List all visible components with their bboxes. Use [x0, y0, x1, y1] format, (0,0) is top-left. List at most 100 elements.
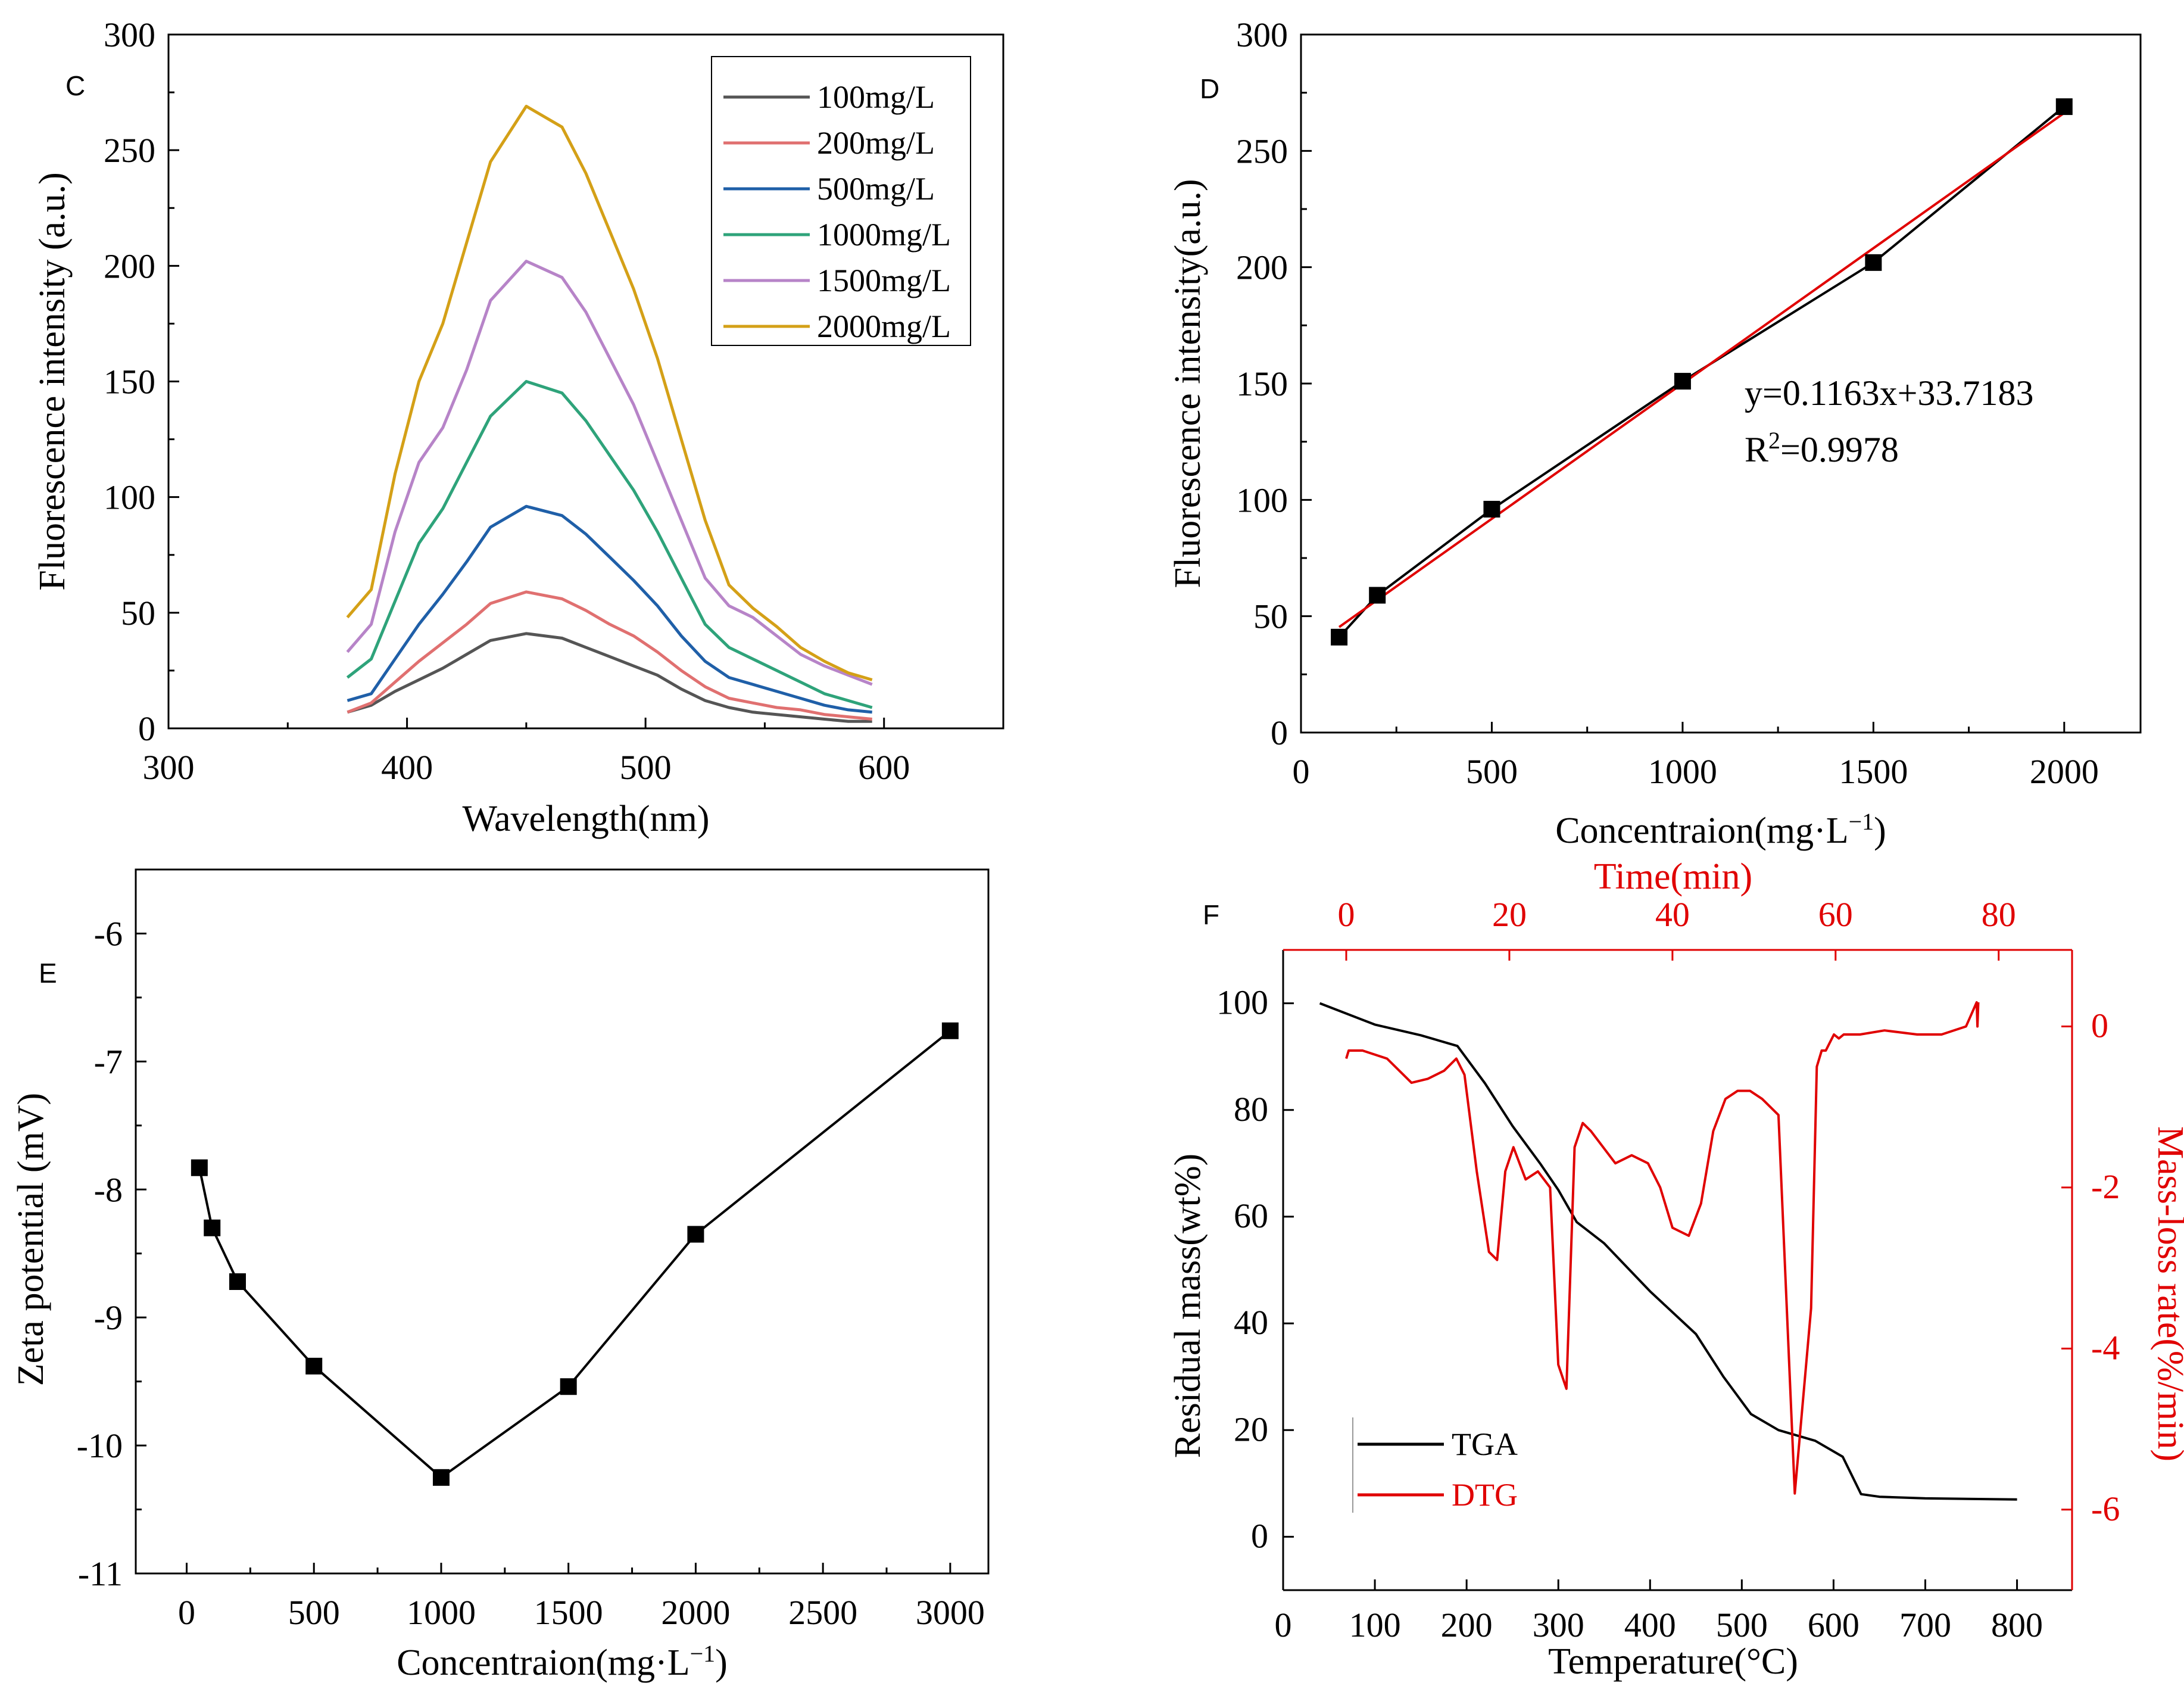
- panel-e-ytick-label: -6: [94, 914, 123, 953]
- panel-f-ytick-label: 80: [1234, 1090, 1268, 1129]
- panel-d-fit-equation: y=0.1163x+33.7183: [1745, 373, 2033, 413]
- panel-c-xtick-label: 400: [381, 748, 433, 787]
- panel-d-xlabel-tail: ): [1874, 811, 1886, 851]
- panel-e-ytick-label: -9: [94, 1298, 123, 1337]
- panel-d-ytick-label: 0: [1271, 713, 1288, 752]
- panel-d-data-line: [1338, 105, 2066, 638]
- panel-f-x2tick-label: 40: [1655, 895, 1690, 934]
- panel-e-xlabel: Concentraion(mg·L−1): [397, 1640, 728, 1684]
- panel-c-legend: 100mg/L 200mg/L 500mg/L 1000mg/L 1500mg/L 200…: [711, 56, 971, 346]
- panel-d-letter: D: [1200, 73, 1219, 104]
- panel-e-data-point: [560, 1378, 577, 1395]
- panel-e-xtick-label: 0: [178, 1593, 195, 1632]
- panel-c-legend-label-2: 500mg/L: [817, 171, 935, 207]
- panel-c-ytick-label: 0: [138, 709, 155, 748]
- panel-f-ytick-label: 20: [1234, 1410, 1268, 1448]
- panel-d-data-point: [1369, 587, 1386, 604]
- panel-c-series-5: [346, 104, 873, 681]
- panel-f-dtg-line: [1345, 1001, 1980, 1495]
- panel-e-ytick-label: -8: [94, 1170, 123, 1209]
- panel-c-ytick-label: 250: [104, 131, 155, 170]
- panel-e-xtick-label: 1000: [407, 1593, 476, 1632]
- panel-c-ytick-label: 50: [121, 594, 155, 632]
- panel-d-xlabel-sup: −1: [1849, 808, 1874, 835]
- panel-c-legend-label-4: 1500mg/L: [817, 263, 951, 298]
- panel-c-ytick-label: 100: [104, 478, 155, 517]
- panel-c-legend-label-5: 2000mg/L: [817, 308, 951, 344]
- panel-f-y2label: Mass-loss rate(%/min): [2150, 1126, 2184, 1461]
- panel-d-data-point: [1483, 500, 1500, 518]
- panel-e-xtick-label: 2000: [661, 1593, 730, 1632]
- panel-c-legend-label-3: 1000mg/L: [817, 217, 951, 253]
- panel-d-data-point: [2055, 98, 2073, 116]
- panel-d-data-point: [1865, 254, 1882, 271]
- panel-e-xtick-label: 3000: [916, 1593, 985, 1632]
- panel-f-xtick-label: 100: [1349, 1606, 1401, 1644]
- panel-c-ytick-label: 300: [104, 15, 155, 54]
- panel-e-data-line: [198, 1030, 951, 1479]
- panel-e-frame: [135, 868, 990, 1575]
- panel-c-xtick-label: 300: [143, 748, 195, 787]
- panel-f-x2label: Time(min): [1594, 856, 1752, 897]
- panel-c-legend-label-1: 200mg/L: [817, 125, 935, 161]
- panel-f-xtick-label: 200: [1441, 1606, 1493, 1644]
- panel-e-data-point: [687, 1226, 704, 1243]
- panel-f-y2tick-label: -6: [2091, 1489, 2120, 1528]
- panel-c-xtick-label: 600: [858, 748, 910, 787]
- panel-e-data-point: [305, 1357, 323, 1375]
- panel-c-ylabel: Fluorescence intensity (a.u.): [32, 172, 73, 590]
- panel-f-tga-line: [1319, 1002, 2017, 1501]
- panel-c-series-3: [346, 380, 873, 709]
- panel-e-data-point: [432, 1469, 450, 1486]
- panel-d-xlabel-main: Concentraion(mg·L: [1555, 811, 1848, 851]
- panel-d-fit-line: [1338, 111, 2065, 628]
- panel-d: D 0 500 1000 1500 2000 0 50 100 150 200 250 300 Conce…: [1168, 15, 2142, 852]
- panel-f-xtick-label: 800: [1991, 1606, 2043, 1644]
- panel-d-ytick-label: 50: [1253, 597, 1288, 636]
- panel-f-ytick-label: 40: [1234, 1303, 1268, 1342]
- panel-f-ytick-label: 100: [1216, 983, 1268, 1022]
- panel-e-data-point: [191, 1159, 208, 1176]
- panel-e-xtick-label: 2500: [788, 1593, 857, 1632]
- panel-e: E 0 500 1000 1500 2000 2500 3000 -11 -10 -9 -8 -7 -6 C…: [11, 868, 990, 1684]
- panel-f-xlabel: Temperature(°C): [1548, 1641, 1798, 1682]
- panel-e-data-point: [941, 1022, 959, 1039]
- panel-f-legend-label-1: DTG: [1452, 1477, 1518, 1513]
- panel-d-xlabel: Concentraion(mg·L−1): [1555, 808, 1886, 852]
- panel-f-y2tick-label: -4: [2091, 1328, 2120, 1367]
- panel-d-ytick-label: 150: [1236, 364, 1288, 403]
- panel-d-ytick-label: 250: [1236, 132, 1288, 170]
- panel-d-data-point: [1331, 628, 1348, 646]
- panel-d-xtick-label: 1500: [1839, 752, 1908, 791]
- panel-d-r2-sup: 2: [1768, 427, 1780, 454]
- panel-f-y2tick-label: -2: [2091, 1167, 2120, 1206]
- panel-f-legend-label-0: TGA: [1452, 1426, 1518, 1462]
- panel-f-xtick-label: 500: [1716, 1606, 1768, 1644]
- panel-c-legend-box: [711, 56, 971, 346]
- panel-d-data-point: [1674, 373, 1691, 390]
- panel-f-xtick-label: 400: [1624, 1606, 1676, 1644]
- panel-d-ytick-label: 100: [1236, 481, 1288, 519]
- panel-f-x2tick-label: 60: [1818, 895, 1853, 934]
- panel-f-x2tick-label: 0: [1338, 895, 1355, 934]
- panel-c-series-2: [347, 504, 872, 714]
- panel-d-ylabel: Fluorescence intensity(a.u.): [1168, 179, 1208, 588]
- panel-d-xtick-label: 0: [1293, 752, 1310, 791]
- panel-f-x2tick-label: 80: [1982, 895, 2016, 934]
- panel-e-ylabel: Zeta potential (mV): [11, 1093, 51, 1386]
- panel-e-letter: E: [39, 958, 57, 989]
- panel-c-ytick-label: 200: [104, 247, 155, 285]
- panel-e-ytick-label: -11: [78, 1554, 123, 1593]
- panel-f-ylabel: Residual mass(wt%): [1168, 1154, 1208, 1458]
- panel-c: C 300 400 500 600 0 50 100 150 200 250 300 Wavelengt…: [32, 15, 1004, 839]
- panel-c-ytick-label: 150: [104, 363, 155, 401]
- panel-e-data-point: [204, 1219, 221, 1236]
- panel-c-series-0: [347, 632, 872, 723]
- panel-d-ytick-label: 200: [1236, 248, 1288, 287]
- panel-d-xtick-label: 2000: [2030, 752, 2099, 791]
- panel-f-y2tick-label: 0: [2091, 1006, 2108, 1045]
- panel-e-xlabel-sup: −1: [690, 1640, 716, 1667]
- panel-f-xtick-label: 300: [1533, 1606, 1584, 1644]
